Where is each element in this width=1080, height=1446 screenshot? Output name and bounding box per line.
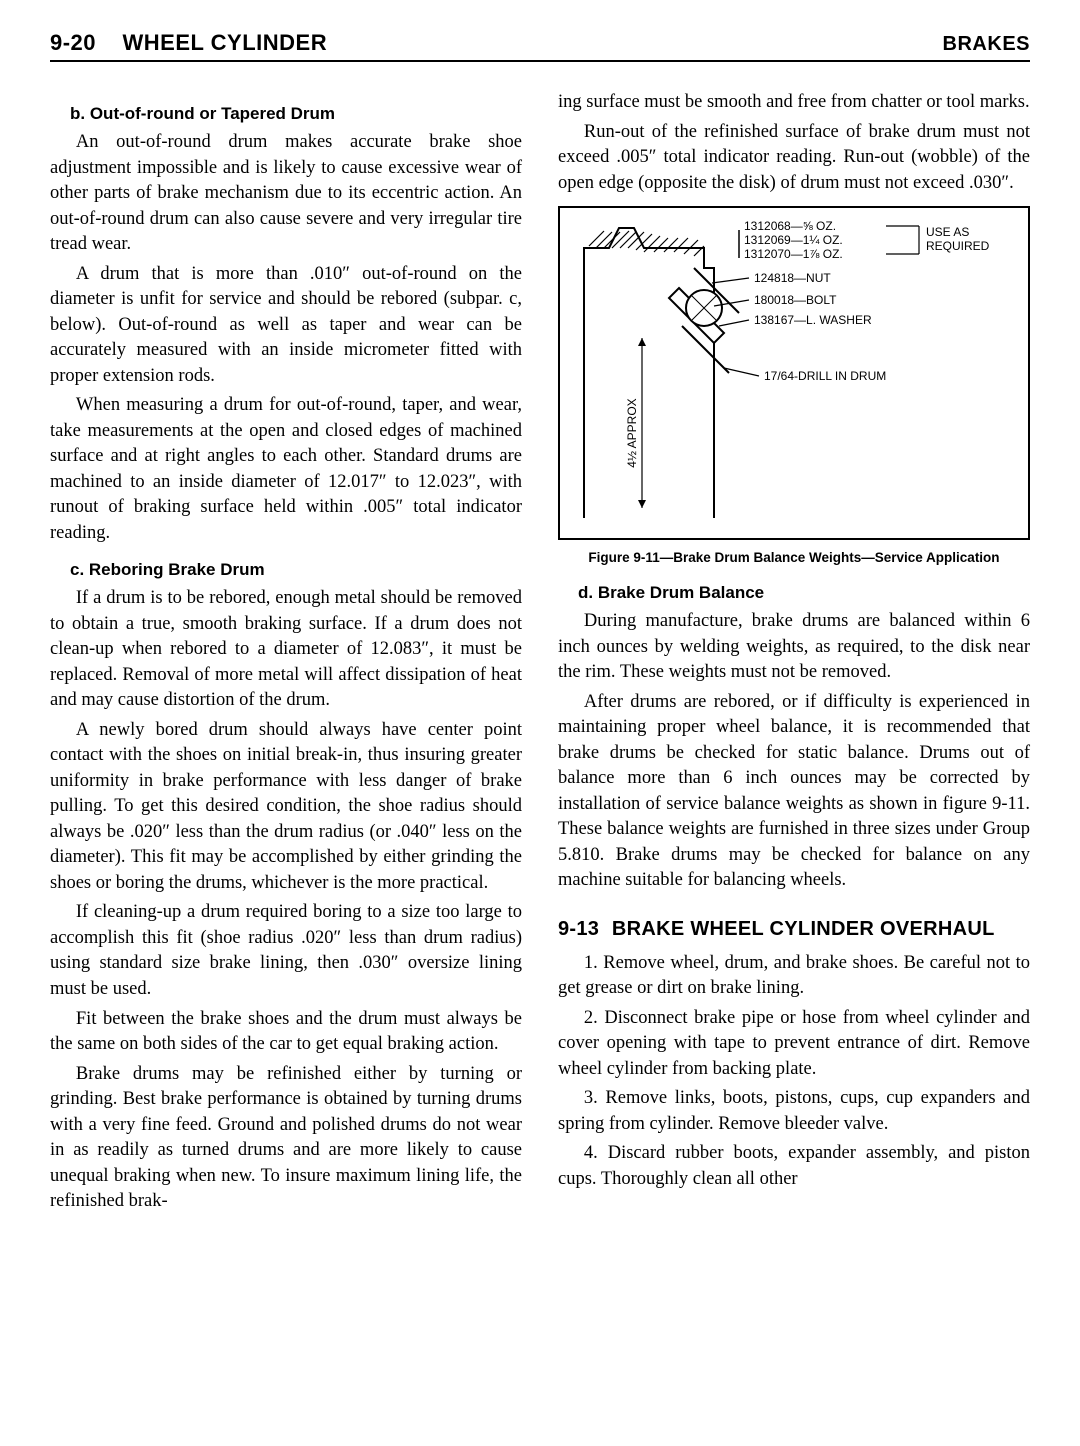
- step-1: 1. Remove wheel, drum, and brake shoes. …: [558, 951, 1030, 1002]
- para-b1: An out-of-round drum makes accurate brak…: [50, 130, 522, 258]
- step-4: 4. Discard rubber boots, expander assemb…: [558, 1141, 1030, 1192]
- figure-caption: Figure 9-11—Brake Drum Balance Weights—S…: [558, 550, 1030, 565]
- page-number: 9-20: [50, 30, 96, 55]
- two-column-layout: b. Out-of-round or Tapered Drum An out-o…: [50, 90, 1030, 1219]
- fig-label-drill: 17/64-DRILL IN DRUM: [764, 369, 886, 383]
- para-c3: If cleaning-up a drum required boring to…: [50, 900, 522, 1002]
- step-3: 3. Remove links, boots, pistons, cups, c…: [558, 1086, 1030, 1137]
- section-9-13-head: 9-13 BRAKE WHEEL CYLINDER OVERHAUL: [558, 918, 1030, 941]
- fig-label-approx: 4½ APPROX: [625, 398, 639, 467]
- header-left: 9-20 WHEEL CYLINDER: [50, 30, 327, 56]
- para-d1: During manufacture, brake drums are bala…: [558, 609, 1030, 686]
- para-c4: Fit between the brake shoes and the drum…: [50, 1007, 522, 1058]
- fig-label-washer: 138167—L. WASHER: [754, 313, 872, 327]
- para-d2: After drums are rebored, or if difficult…: [558, 690, 1030, 894]
- para-b2: A drum that is more than .010″ out-of-ro…: [50, 262, 522, 390]
- page: 9-20 WHEEL CYLINDER BRAKES b. Out-of-rou…: [0, 0, 1080, 1269]
- para-r1: ing surface must be smooth and free from…: [558, 90, 1030, 116]
- fig-label-w1: 1312068—⅝ OZ.: [744, 219, 836, 233]
- figure-svg: 1312068—⅝ OZ. 1312069—1¼ OZ. 1312070—1⅞ …: [560, 208, 1028, 538]
- para-c1: If a drum is to be rebored, enough metal…: [50, 586, 522, 714]
- figure-9-11: 1312068—⅝ OZ. 1312069—1¼ OZ. 1312070—1⅞ …: [558, 206, 1030, 540]
- fig-label-w3: 1312070—1⅞ OZ.: [744, 247, 843, 261]
- section-9-13-title: BRAKE WHEEL CYLINDER OVERHAUL: [612, 918, 995, 940]
- fig-label-required: REQUIRED: [926, 239, 990, 253]
- section-9-13-number: 9-13: [558, 918, 606, 941]
- fig-label-w2: 1312069—1¼ OZ.: [744, 233, 843, 247]
- header-left-title: WHEEL CYLINDER: [123, 30, 328, 55]
- para-b3: When measuring a drum for out-of-round, …: [50, 393, 522, 546]
- left-column: b. Out-of-round or Tapered Drum An out-o…: [50, 90, 522, 1219]
- subhead-d: d. Brake Drum Balance: [578, 583, 1030, 603]
- step-2: 2. Disconnect brake pipe or hose from wh…: [558, 1006, 1030, 1083]
- fig-label-nut: 124818—NUT: [754, 271, 831, 285]
- fig-label-use: USE AS: [926, 225, 969, 239]
- subhead-b: b. Out-of-round or Tapered Drum: [70, 104, 522, 124]
- right-column: ing surface must be smooth and free from…: [558, 90, 1030, 1219]
- fig-label-bolt: 180018—BOLT: [754, 293, 837, 307]
- para-c2: A newly bored drum should always have ce…: [50, 718, 522, 897]
- para-r2: Run-out of the refinished surface of bra…: [558, 120, 1030, 197]
- subhead-c: c. Reboring Brake Drum: [70, 560, 522, 580]
- page-header: 9-20 WHEEL CYLINDER BRAKES: [50, 30, 1030, 62]
- para-c5: Brake drums may be refinished either by …: [50, 1062, 522, 1215]
- header-right-title: BRAKES: [943, 33, 1030, 56]
